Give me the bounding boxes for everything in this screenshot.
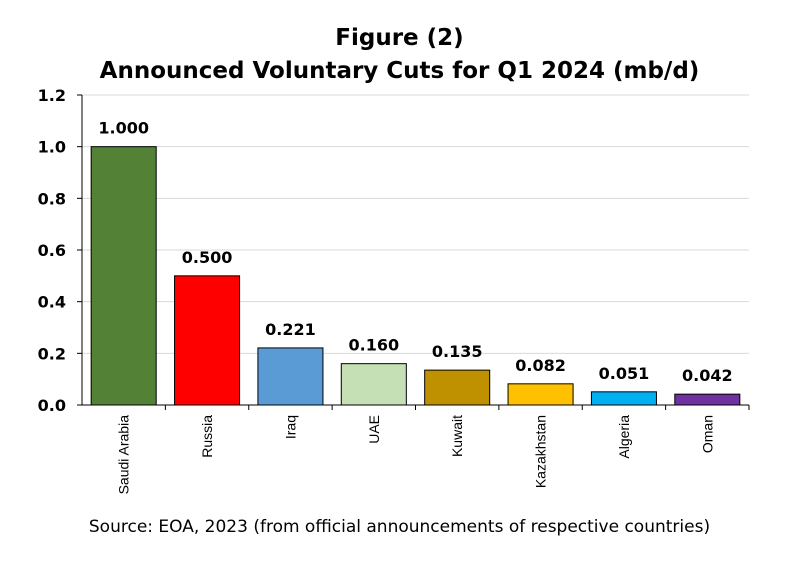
chart-subtitle: Announced Voluntary Cuts for Q1 2024 (mb… bbox=[99, 58, 700, 84]
chart-title-block: Figure (2) Announced Voluntary Cuts for … bbox=[0, 22, 799, 88]
chart-title: Figure (2) bbox=[335, 25, 464, 51]
data-label: 0.051 bbox=[599, 364, 650, 383]
bar-oman bbox=[674, 393, 741, 406]
y-tick-label: 0.2 bbox=[38, 344, 66, 363]
bar-saudi-arabia bbox=[90, 146, 157, 406]
bar-iraq bbox=[257, 347, 324, 406]
x-tick-label: UAE bbox=[366, 415, 382, 444]
x-tick-labels: Saudi Arabia Russia Iraq UAE Kuwait Kazakhsta… bbox=[116, 415, 716, 495]
data-label: 0.221 bbox=[265, 320, 316, 339]
y-tick-label: 0.8 bbox=[38, 189, 66, 208]
x-tick-label: Kazakhstan bbox=[533, 415, 549, 488]
bar-kuwait bbox=[424, 369, 491, 406]
bar-algeria bbox=[590, 391, 657, 406]
x-tick-label: Russia bbox=[199, 415, 215, 458]
data-label: 0.160 bbox=[349, 336, 400, 355]
data-label: 0.042 bbox=[682, 366, 733, 385]
x-tick-label: Saudi Arabia bbox=[116, 415, 132, 495]
data-label: 0.082 bbox=[515, 356, 566, 375]
data-label: 0.500 bbox=[182, 248, 233, 267]
bar-kazakhstan bbox=[507, 383, 574, 406]
data-label: 0.135 bbox=[432, 342, 483, 361]
x-tick-label: Kuwait bbox=[449, 415, 465, 457]
source-note: Source: EOA, 2023 (from official announc… bbox=[88, 517, 711, 537]
axes bbox=[77, 94, 750, 410]
bar-uae bbox=[340, 363, 407, 406]
y-tick-labels: 0.0 0.2 0.4 0.6 0.8 1.0 1.2 bbox=[38, 86, 66, 415]
y-tick-label: 0.6 bbox=[38, 241, 66, 260]
x-tick-label: Iraq bbox=[282, 415, 298, 439]
y-tick-label: 1.2 bbox=[38, 86, 66, 105]
data-label: 1.000 bbox=[98, 119, 149, 138]
x-tick-label: Algeria bbox=[616, 415, 632, 459]
bar-russia bbox=[174, 275, 241, 406]
y-tick-label: 1.0 bbox=[38, 138, 66, 157]
bars bbox=[90, 146, 741, 406]
x-tick-label: Oman bbox=[699, 415, 715, 453]
data-labels: 1.000 0.500 0.221 0.160 0.135 0.082 0.051 0.042 bbox=[98, 119, 732, 385]
y-tick-label: 0.4 bbox=[38, 293, 66, 312]
y-tick-label: 0.0 bbox=[38, 396, 66, 415]
